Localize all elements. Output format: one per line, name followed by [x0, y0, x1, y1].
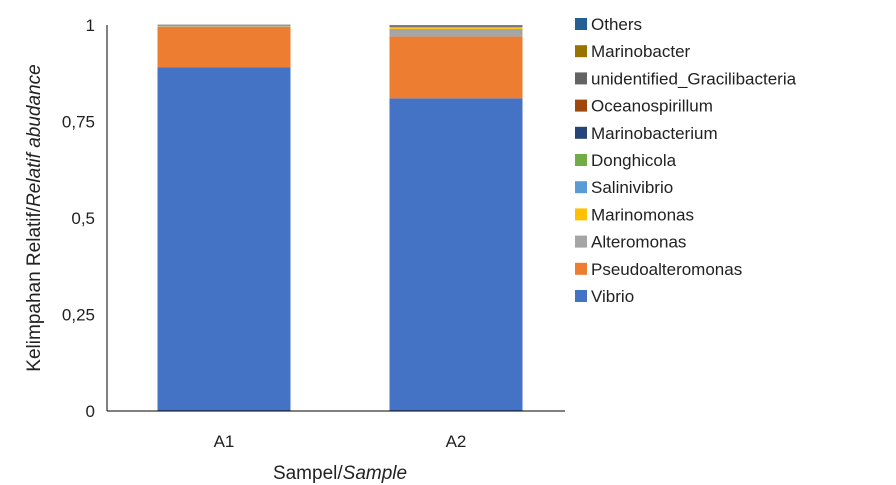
- legend-swatch: [575, 208, 587, 221]
- legend-label: Marinomonas: [591, 205, 694, 224]
- bar-segment-a1-pseudoalteromonas: [157, 26, 291, 68]
- legend-swatch: [575, 235, 587, 248]
- legend-swatch: [575, 262, 587, 275]
- y-tick-label: 0,5: [71, 209, 95, 228]
- legend-swatch: [575, 18, 587, 30]
- x-tick-label: A1: [214, 432, 235, 451]
- legend-swatch: [575, 99, 587, 112]
- legend-swatch: [575, 72, 587, 85]
- legend-label: Others: [591, 15, 642, 34]
- y-tick-label: 0: [86, 402, 95, 421]
- legend-swatch: [575, 290, 587, 302]
- bar-segment-a1-vibrio: [157, 67, 291, 412]
- y-tick-label: 0,25: [62, 306, 95, 325]
- x-axis-title: Sampel/Sample: [273, 463, 407, 484]
- legend-swatch: [575, 154, 587, 166]
- y-tick-label: 1: [86, 16, 95, 35]
- legend-swatch: [575, 181, 587, 194]
- legend-swatch: [575, 45, 587, 58]
- legend-label: Vibrio: [591, 287, 634, 306]
- x-tick-label: A2: [446, 432, 467, 451]
- y-tick-label: 0,75: [62, 113, 95, 132]
- bar-segment-a2-alteromonas: [389, 28, 523, 37]
- legend-swatch: [575, 126, 587, 139]
- legend-label: unidentified_Gracilibacteria: [591, 69, 797, 88]
- y-tick-labels: 0 0,25 0,5 0,75 1: [62, 16, 95, 421]
- y-axis-title: Kelimpahan Relatif/Relatif abudance: [24, 64, 45, 371]
- legend-label: Salinivibrio: [591, 178, 673, 197]
- x-tick-labels: A1 A2: [214, 432, 467, 451]
- bar-segment-a2-vibrio: [389, 98, 523, 411]
- legend-label: Alteromonas: [591, 233, 686, 252]
- legend-label: Pseudoalteromonas: [591, 260, 742, 279]
- bar-segment-a1-alteromonas: [157, 26, 291, 27]
- legend-label: Donghicola: [591, 151, 677, 170]
- bar-segment-a2-pseudoalteromonas: [389, 36, 523, 99]
- bar-segment-a2-marinomonas: [389, 27, 523, 29]
- legend-label: Marinobacterium: [591, 124, 718, 143]
- legend: Others Marinobacter unidentified_Graciliba…: [575, 15, 797, 306]
- legend-label: Marinobacter: [591, 42, 691, 61]
- bar-segments: [157, 24, 523, 412]
- legend-label: Oceanospirillum: [591, 97, 713, 116]
